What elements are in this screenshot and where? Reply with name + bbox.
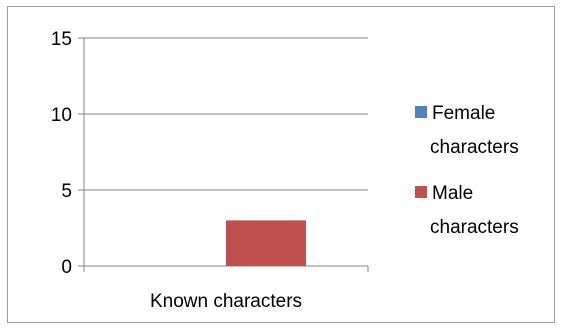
chart-frame <box>7 6 555 323</box>
legend-label-female-line1: Female <box>432 103 495 124</box>
legend-label-male-line1: Male <box>432 183 473 204</box>
gridlines <box>84 37 368 191</box>
legend: Female characters Male characters <box>415 103 519 238</box>
bars <box>226 220 306 266</box>
y-tick-label: 5 <box>61 181 72 202</box>
x-tick-label: Known characters <box>150 291 302 312</box>
x-tick-labels: Known characters <box>150 291 302 312</box>
y-tick-labels: 0 5 10 15 <box>51 29 72 278</box>
axes <box>78 37 369 272</box>
legend-swatch-female <box>415 106 427 118</box>
y-tick-label: 15 <box>51 29 72 50</box>
y-tick-label: 0 <box>61 257 72 278</box>
legend-swatch-male <box>415 186 427 198</box>
legend-label-male-line2: characters <box>430 217 519 238</box>
legend-label-female-line2: characters <box>430 137 519 158</box>
bar <box>226 220 306 266</box>
y-tick-label: 10 <box>51 105 72 126</box>
